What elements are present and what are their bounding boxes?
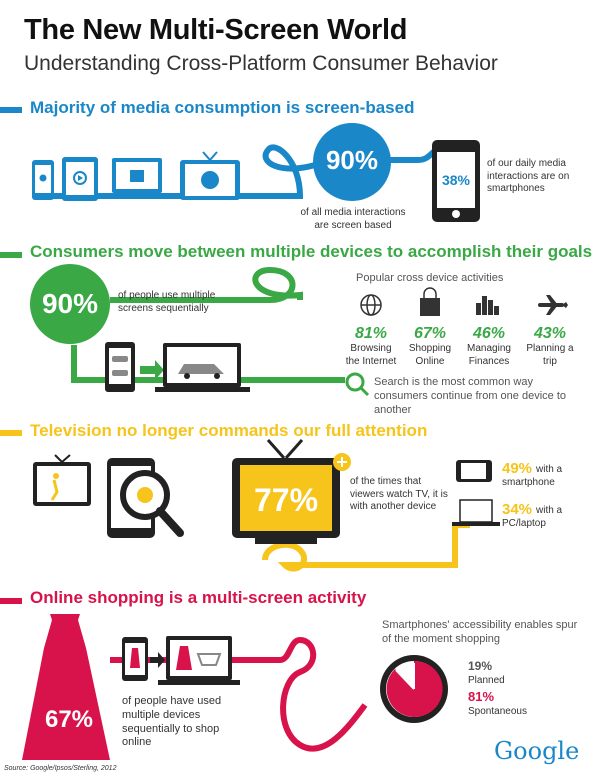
tv-icon [180, 151, 240, 200]
section4-graphics [22, 614, 448, 760]
phone-small-icon [32, 160, 54, 200]
section4-planned-label: Planned [468, 675, 505, 686]
source-note: Source: Google/Ipsos/Sterling, 2012 [4, 765, 117, 772]
google-logo-text: Google [494, 737, 580, 765]
activity-trip: 43% Planning a trip [522, 325, 578, 368]
phone-dress-icon [122, 637, 148, 681]
section1-bar [0, 107, 22, 113]
section2-search-caption: Search is the most common way consumers … [374, 376, 566, 416]
section4-bar [0, 598, 22, 604]
section3-smartphone-label: with a smartphone [502, 464, 563, 488]
activity-finances: 46% Managing Finances [460, 325, 518, 368]
laptop-car-icon [155, 343, 250, 392]
section4-planned-pct: 19% [468, 659, 493, 673]
tv-golf-icon [33, 454, 91, 506]
activity-finances-pct: 46% [472, 325, 506, 342]
section4-spontaneous-label: Spontaneous [468, 706, 527, 717]
section1-phone-caption: of our daily media interactions are on s… [487, 158, 570, 194]
activity-browsing-pct: 81% [354, 325, 388, 342]
section4-dress-caption: of people have used multiple devices seq… [122, 695, 222, 749]
activity-browsing: 81% Browsing the Internet [343, 325, 399, 368]
activity-finances-label: Managing Finances [467, 343, 511, 367]
activity-shopping: 67% Shopping Online [402, 325, 458, 368]
section4-dress-pct: 67% [44, 706, 94, 733]
section3-pc-pct: 34% [502, 501, 533, 518]
section2-title: Consumers move between multiple devices … [30, 242, 593, 261]
blue-stat-circle [313, 123, 391, 201]
section2-activities-title: Popular cross device activities [356, 272, 504, 284]
activity-shopping-label: Shopping Online [408, 343, 452, 367]
airplane-icon [538, 295, 568, 315]
section3-tv-pct: 77% [253, 482, 319, 518]
section2-circle-pct: 90% [41, 288, 99, 319]
section4-clock-caption: Smartphones' accessibility enables spur … [382, 619, 578, 645]
phone-search-icon [107, 458, 184, 538]
page-title: The New Multi-Screen World [24, 14, 408, 46]
section1-title: Majority of media consumption is screen-… [30, 98, 415, 117]
laptop-outline-icon [452, 499, 500, 526]
bar-chart-icon [476, 296, 499, 315]
tablet-icon [62, 157, 98, 201]
activity-browsing-label: Browsing the Internet [345, 343, 397, 367]
section3-title: Television no longer commands our full a… [30, 421, 428, 440]
dress-icon [22, 614, 110, 760]
activity-shopping-pct: 67% [413, 325, 447, 342]
smartphone-horizontal-icon [456, 460, 492, 482]
shopping-bag-icon [420, 287, 440, 316]
globe-icon [360, 294, 382, 316]
section4-spontaneous-pct: 81% [468, 689, 495, 704]
section1-circle-pct: 90% [325, 145, 379, 175]
page-subtitle: Understanding Cross-Platform Consumer Be… [24, 52, 498, 75]
section3-smartphone-pct: 49% [502, 460, 533, 477]
section2-bar [0, 252, 22, 258]
plus-icon [333, 453, 351, 471]
google-logo: Google [494, 737, 579, 765]
phone-car-icon [105, 342, 135, 392]
activity-trip-label: Planning a trip [526, 343, 574, 367]
section3-pc-label: with a PC/laptop [502, 505, 563, 529]
tv-large-icon [232, 439, 340, 544]
section1-graphics [32, 123, 480, 222]
section1-circle-caption: of all media interactions are screen bas… [300, 207, 406, 231]
section2-graphics [30, 264, 568, 397]
section4-title: Online shopping is a multi-screen activi… [30, 588, 367, 607]
smartphone-large-icon [432, 140, 480, 222]
section3-graphics [33, 439, 500, 572]
search-magnifier-icon [345, 372, 370, 397]
activity-trip-pct: 43% [533, 325, 567, 342]
section1-phone-pct: 38% [441, 172, 471, 188]
green-stat-circle [30, 264, 110, 344]
laptop-cart-icon [158, 636, 240, 685]
section3-tv-caption: of the times that viewers watch TV, it i… [350, 476, 448, 512]
section2-circle-caption: of people use multiple screens sequentia… [118, 290, 216, 314]
section3-bar [0, 430, 22, 436]
laptop-icon [106, 158, 168, 199]
clock-icon [380, 655, 448, 723]
